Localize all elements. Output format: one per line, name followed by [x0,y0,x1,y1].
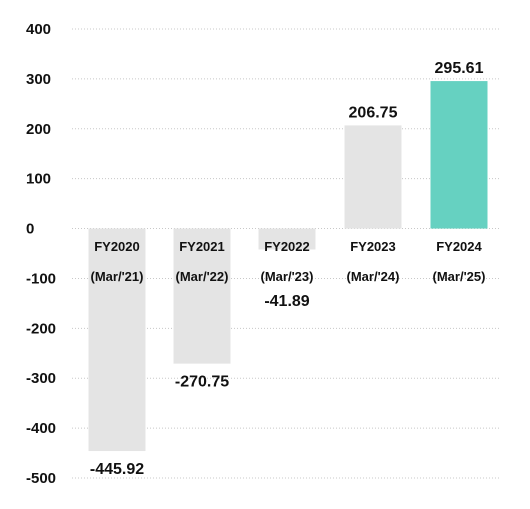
category-sublabel: (Mar/'24) [347,269,400,284]
y-tick-label: 200 [26,121,51,138]
y-tick-label: -100 [26,270,56,287]
y-tick-label: 300 [26,71,51,88]
category-sublabel: (Mar/'22) [176,269,229,284]
bars [88,81,488,452]
category-label: FY2022 [264,239,310,254]
y-tick-label: -200 [26,320,56,337]
category-sublabel: (Mar/'23) [261,269,314,284]
category-label: FY2020 [94,239,140,254]
category-label: FY2024 [436,239,482,254]
data-label: 206.75 [349,104,398,121]
bar-fy2020 [88,228,146,452]
bar-fy2022 [258,228,316,250]
category-labels: FY2020 (Mar/'21) FY2021 (Mar/'22) FY2022 (Mar… [91,239,486,284]
y-tick-label: -300 [26,370,56,387]
data-label: 295.61 [435,60,484,77]
bar-fy2023 [344,125,402,229]
bar-fy2021 [173,228,231,364]
data-label: -445.92 [90,461,144,478]
bar-fy2024 [430,81,488,229]
y-tick-label: 400 [26,21,51,38]
y-tick-label: 0 [26,221,34,238]
data-label: -270.75 [175,374,229,391]
y-tick-label: -500 [26,470,56,487]
y-axis-tick-labels: 400 300 200 100 0 -100 -200 -300 -400 -500 [26,21,56,487]
category-label: FY2023 [350,239,396,254]
y-tick-label: 100 [26,171,51,188]
category-label: FY2021 [179,239,225,254]
data-label: -41.89 [264,293,309,310]
data-labels: -445.92 -270.75 -41.89 206.75 295.61 [90,60,484,478]
category-sublabel: (Mar/'25) [433,269,486,284]
category-sublabel: (Mar/'21) [91,269,144,284]
y-tick-label: -400 [26,420,56,437]
